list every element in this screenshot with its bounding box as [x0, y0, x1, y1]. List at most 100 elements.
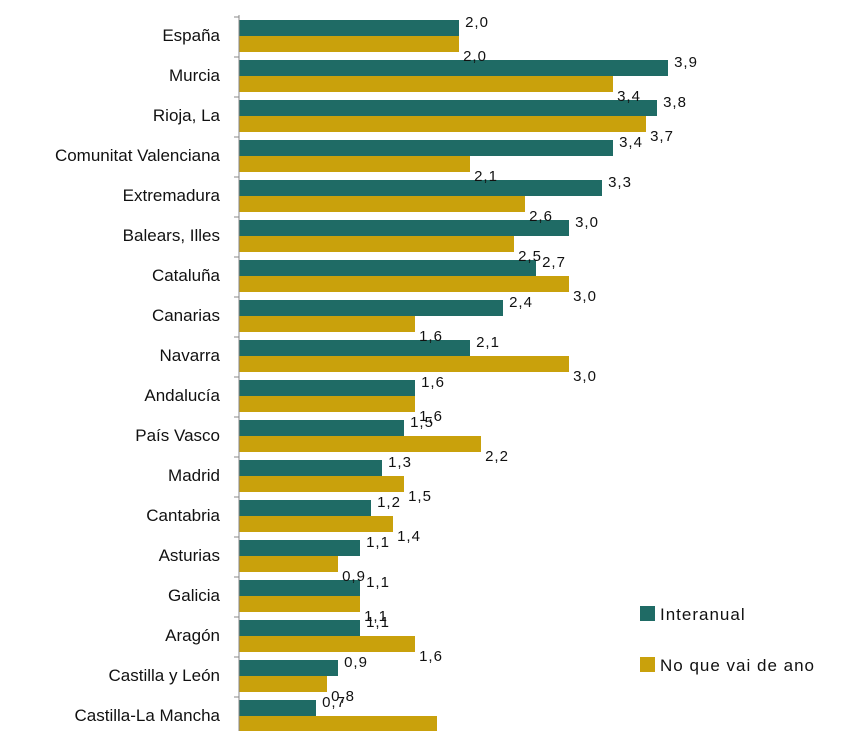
bar-interanual — [239, 20, 459, 36]
legend-swatch-interanual — [640, 606, 655, 621]
value-label: 1,1 — [366, 534, 390, 551]
category-label: Navarra — [160, 346, 221, 365]
bar-interanual — [239, 180, 602, 196]
bar-interanual — [239, 60, 668, 76]
category-label: España — [162, 26, 220, 45]
category-label: Extremadura — [123, 186, 221, 205]
legend: Interanual No que vai de ano — [640, 605, 815, 675]
bar-no-que-vai-de-ano — [239, 116, 646, 132]
category-label: Murcia — [169, 66, 221, 85]
category-labels: España Murcia Rioja, La Comunitat Valencian… — [55, 26, 221, 725]
category-label: Balears, Illes — [123, 226, 220, 245]
bar-interanual — [239, 100, 657, 116]
bar-no-que-vai-de-ano — [239, 76, 613, 92]
value-labels: 2,0 2,0 3,9 3,4 3,8 3,7 3,4 2,1 3,3 2,6 3,0 2,5 2,7 3… — [322, 14, 698, 731]
bar-no-que-vai-de-ano — [239, 236, 514, 252]
bar-no-que-vai-de-ano — [239, 596, 360, 612]
value-label: 0,7 — [322, 694, 346, 711]
category-label: Cataluña — [152, 266, 221, 285]
value-label: 2,5 — [518, 248, 542, 265]
bar-no-que-vai-de-ano — [239, 36, 459, 52]
bar-interanual — [239, 220, 569, 236]
bar-no-que-vai-de-ano — [239, 196, 525, 212]
value-label: 2,7 — [542, 254, 566, 271]
bar-interanual — [239, 340, 470, 356]
value-label: 3,4 — [617, 88, 641, 105]
value-label: 1,2 — [377, 494, 401, 511]
value-label: 1,1 — [366, 574, 390, 591]
value-label: 3,8 — [663, 94, 687, 111]
bar-interanual — [239, 580, 360, 596]
category-label: Aragón — [165, 626, 220, 645]
category-label: Madrid — [168, 466, 220, 485]
value-label: 3,9 — [674, 54, 698, 71]
bar-interanual — [239, 140, 613, 156]
category-label: País Vasco — [135, 426, 220, 445]
bar-interanual — [239, 300, 503, 316]
bar-interanual — [239, 540, 360, 556]
legend-label: No que vai de ano — [660, 656, 815, 675]
bar-no-que-vai-de-ano — [239, 316, 415, 332]
value-label: 0,9 — [344, 654, 368, 671]
value-label: 1,1 — [366, 614, 390, 631]
category-label: Andalucía — [144, 386, 220, 405]
category-label: Rioja, La — [153, 106, 221, 125]
bar-no-que-vai-de-ano — [239, 396, 415, 412]
value-label: 2,4 — [509, 294, 533, 311]
bar-interanual — [239, 380, 415, 396]
value-label: 3,0 — [573, 288, 597, 305]
value-label: 2,6 — [529, 208, 553, 225]
value-label: 0,9 — [342, 568, 366, 585]
y-axis — [234, 15, 240, 731]
value-label: 3,4 — [619, 134, 643, 151]
bar-interanual — [239, 660, 338, 676]
bar-no-que-vai-de-ano — [239, 276, 569, 292]
bars — [239, 20, 668, 731]
bar-no-que-vai-de-ano — [239, 716, 437, 731]
category-label: Castilla y León — [108, 666, 220, 685]
bar-interanual — [239, 460, 382, 476]
bar-interanual — [239, 420, 404, 436]
value-label: 2,1 — [476, 334, 500, 351]
value-label: 1,4 — [397, 528, 421, 545]
bar-no-que-vai-de-ano — [239, 636, 415, 652]
category-label: Galicia — [168, 586, 221, 605]
value-label: 1,6 — [421, 374, 445, 391]
value-label: 1,6 — [419, 408, 443, 425]
bar-no-que-vai-de-ano — [239, 436, 481, 452]
legend-label: Interanual — [660, 605, 746, 624]
value-label: 1,8 — [441, 728, 465, 731]
value-label: 1,5 — [410, 414, 434, 431]
value-label: 1,1 — [364, 608, 388, 625]
value-label: 3,0 — [573, 368, 597, 385]
value-label: 3,3 — [608, 174, 632, 191]
bar-interanual — [239, 700, 316, 716]
category-label: Asturias — [159, 546, 220, 565]
value-label: 2,0 — [463, 48, 487, 65]
category-label: Cantabria — [146, 506, 220, 525]
bar-interanual — [239, 620, 360, 636]
value-label: 3,7 — [650, 128, 674, 145]
category-label: Canarias — [152, 306, 220, 325]
value-label: 1,6 — [419, 648, 443, 665]
bar-no-que-vai-de-ano — [239, 476, 404, 492]
bar-no-que-vai-de-ano — [239, 556, 338, 572]
value-label: 0,8 — [331, 688, 355, 705]
value-label: 2,0 — [465, 14, 489, 31]
legend-swatch-no-que-vai-de-ano — [640, 657, 655, 672]
value-label: 1,6 — [419, 328, 443, 345]
value-label: 2,1 — [474, 168, 498, 185]
bar-no-que-vai-de-ano — [239, 156, 470, 172]
bar-no-que-vai-de-ano — [239, 676, 327, 692]
value-label: 3,0 — [575, 214, 599, 231]
value-label: 2,2 — [485, 448, 509, 465]
category-label: Castilla-La Mancha — [74, 706, 220, 725]
value-label: 1,5 — [408, 488, 432, 505]
category-label: Comunitat Valenciana — [55, 146, 221, 165]
bar-interanual — [239, 260, 536, 276]
bar-no-que-vai-de-ano — [239, 516, 393, 532]
bar-no-que-vai-de-ano — [239, 356, 569, 372]
value-label: 1,3 — [388, 454, 412, 471]
bar-interanual — [239, 500, 371, 516]
